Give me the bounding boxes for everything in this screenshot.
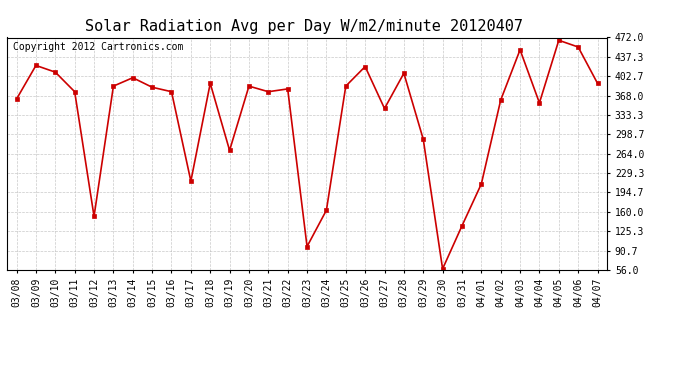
- Text: Solar Radiation Avg per Day W/m2/minute 20120407: Solar Radiation Avg per Day W/m2/minute …: [85, 19, 522, 34]
- Text: Copyright 2012 Cartronics.com: Copyright 2012 Cartronics.com: [13, 42, 184, 52]
